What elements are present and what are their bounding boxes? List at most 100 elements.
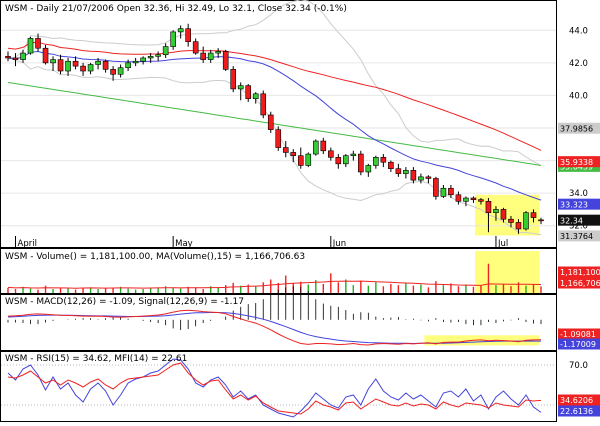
candle-body [335, 157, 342, 165]
macd-tag-macd-bg [558, 328, 600, 340]
candle-body [380, 157, 387, 163]
candle-body [20, 52, 26, 60]
candle-body [177, 28, 184, 33]
price-candle [177, 25, 184, 39]
candle-body [140, 57, 146, 62]
candle-body [57, 59, 64, 72]
price-tag-sma-short: 33.323 [558, 198, 600, 210]
price-tag-sma-short-bg [558, 198, 600, 210]
price-candle [305, 152, 312, 168]
price-candle [410, 167, 417, 184]
price-y-tick-label: 40.0 [569, 91, 588, 101]
price-candle [110, 66, 116, 81]
rsi-line [7, 362, 542, 415]
price-candle [215, 48, 221, 58]
price-candle [252, 92, 259, 104]
price-panel: WSM - Daily 21/07/2006 Open 32.36, Hi 32… [0, 0, 600, 249]
candle-body [132, 60, 139, 64]
candle-body [260, 93, 267, 116]
candle-body [425, 176, 432, 179]
volume-tag-current: 1,181,100 [558, 266, 600, 278]
price-y-tick-label: 44.0 [569, 26, 588, 36]
price-candle [312, 139, 319, 156]
price-candle [65, 57, 71, 76]
price-tag-bollinger-lower-bg [558, 230, 600, 242]
candle-body [523, 212, 529, 230]
price-candle [530, 209, 537, 223]
price-candle [27, 36, 34, 55]
price-candle [245, 84, 252, 102]
price-candle [500, 207, 507, 223]
candle-body [222, 51, 229, 70]
candle-body [365, 165, 372, 173]
price-candle [470, 196, 477, 203]
candle-body [297, 155, 304, 166]
price-tag-bollinger-upper: 37.9856 [558, 122, 600, 134]
price-highlight-rect [474, 194, 540, 236]
volume-ma-polyline [7, 280, 542, 289]
price-candle [508, 215, 514, 228]
price-tag-last-price-text: 32.34 [560, 216, 583, 225]
candle-body [493, 209, 499, 213]
price-candle [125, 59, 131, 71]
price-tag-bollinger-lower-text: 31.3764 [560, 232, 593, 241]
candle-body [102, 60, 109, 70]
volume-tag-ma-bg [558, 277, 600, 289]
candle-body [5, 56, 11, 59]
sma-mid-line [7, 41, 542, 151]
volume-highlight-rect [474, 251, 540, 293]
price-candle [290, 149, 297, 163]
mfi-line [7, 358, 542, 418]
price-candle [388, 160, 394, 172]
price-candles [5, 23, 544, 234]
price-candle [403, 167, 409, 179]
sma-short-line [7, 50, 542, 201]
price-x-tick-label: Jun [332, 239, 346, 249]
price-candle [365, 163, 372, 177]
candle-body [440, 187, 447, 197]
price-x-tick-label: May [175, 239, 193, 249]
candle-body [162, 46, 169, 56]
price-x-tick-label: April [18, 239, 37, 249]
price-candle [87, 62, 94, 75]
price-candle [478, 198, 484, 205]
candle-body [320, 140, 327, 152]
price-candle [192, 38, 199, 55]
candle-body [147, 56, 154, 59]
candle-body [35, 38, 41, 49]
candle-body [463, 197, 469, 202]
candle-body [515, 222, 522, 230]
candle-body [95, 60, 101, 65]
price-candle [80, 62, 86, 76]
macd-value-tags: -1.09081-1.17009 [558, 328, 600, 350]
volume-highlight-box [474, 251, 540, 293]
candle-body [343, 155, 349, 165]
price-candle [455, 191, 462, 205]
price-tag-last-price: 32.34 [558, 214, 600, 226]
price-candle [425, 175, 432, 184]
price-candle [358, 150, 364, 176]
candle-body [282, 147, 289, 153]
candle-body [267, 114, 274, 130]
macd-tag-macd-text: -1.09081 [560, 330, 596, 339]
candle-body [155, 54, 161, 57]
volume-value-tags: 1,181,100 1,166,706 [558, 266, 600, 289]
price-candle [170, 30, 176, 50]
price-candle [35, 33, 41, 52]
candle-body [530, 212, 537, 218]
price-candle [185, 23, 191, 47]
price-overlay-lines [7, 0, 542, 236]
macd-main-line [7, 309, 542, 346]
price-candle [95, 57, 101, 70]
candle-body [215, 51, 221, 54]
sma-long-line [7, 81, 542, 166]
price-candle [485, 198, 492, 233]
price-candle [515, 219, 522, 234]
volume-panel-title: WSM - Volume() = 1,181,100.00, MA(Volume… [5, 252, 305, 262]
candle-body [403, 170, 409, 174]
price-tag-sma-mid: 35.9338 [558, 156, 600, 168]
price-candle [260, 90, 267, 119]
price-candle [320, 137, 327, 155]
candle-body [27, 38, 34, 54]
